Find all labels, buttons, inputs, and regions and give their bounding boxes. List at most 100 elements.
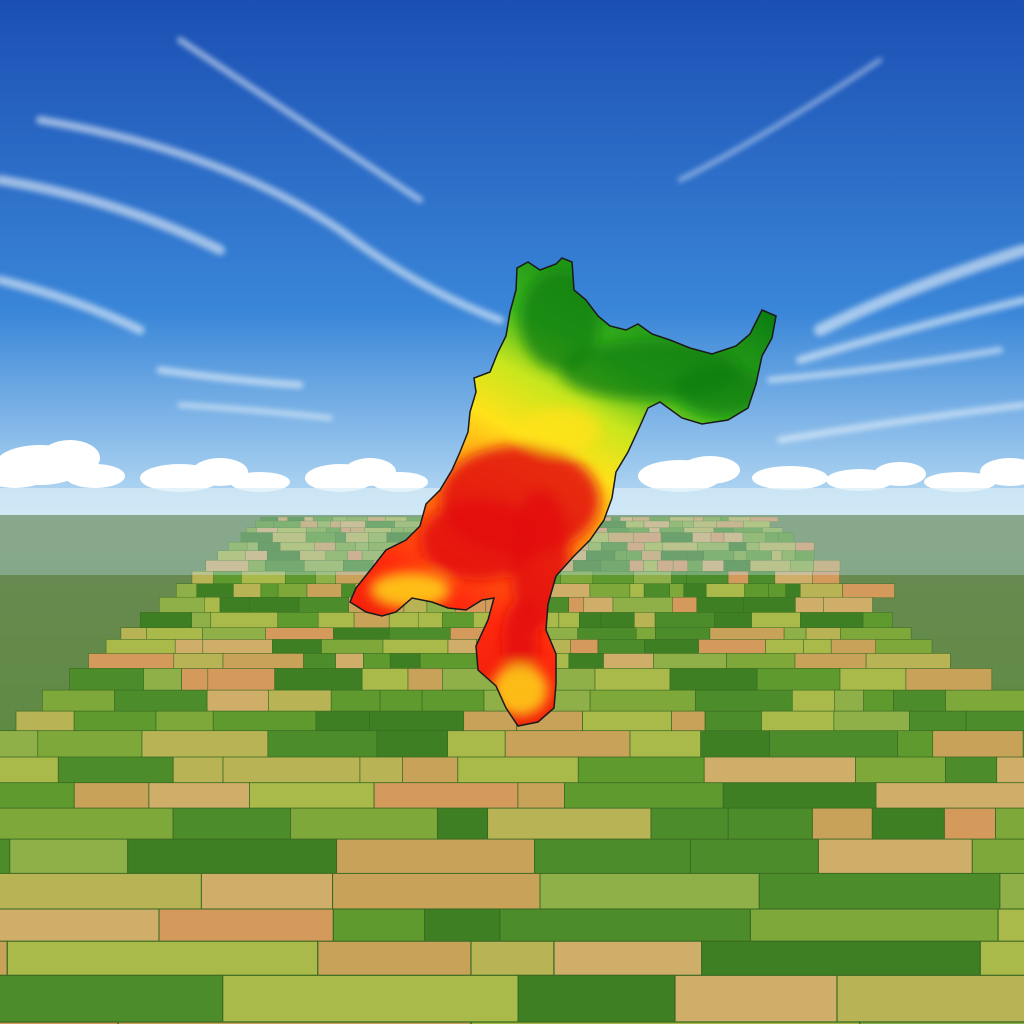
field-patch bbox=[999, 872, 1024, 911]
field-patch bbox=[437, 807, 489, 841]
field-patch bbox=[9, 838, 129, 875]
field-patch bbox=[785, 583, 801, 599]
field-patch bbox=[594, 668, 671, 692]
field-patch bbox=[669, 668, 758, 692]
field-patch bbox=[470, 940, 555, 977]
field-patch bbox=[369, 710, 465, 732]
field-patch bbox=[671, 710, 706, 732]
field-patch bbox=[0, 1021, 119, 1024]
field-patch bbox=[589, 583, 631, 599]
field-patch bbox=[332, 908, 426, 943]
field-patch bbox=[37, 730, 143, 758]
field-patch bbox=[629, 583, 645, 599]
field-patch bbox=[359, 756, 403, 784]
field-patch bbox=[564, 782, 724, 810]
field-patch bbox=[932, 730, 1024, 758]
field-patch bbox=[979, 940, 1024, 977]
field-patch bbox=[267, 730, 378, 758]
field-patch bbox=[0, 974, 224, 1024]
field-patch bbox=[504, 730, 631, 758]
field-patch bbox=[210, 612, 278, 629]
field-patch bbox=[120, 627, 147, 641]
field-patch bbox=[582, 710, 672, 732]
field-patch bbox=[783, 627, 807, 641]
field-patch bbox=[0, 838, 11, 875]
field-patch bbox=[703, 756, 857, 784]
field-patch bbox=[758, 872, 1001, 911]
field-patch bbox=[833, 710, 910, 732]
field-patch bbox=[570, 639, 599, 655]
field-patch bbox=[249, 596, 300, 614]
field-patch bbox=[836, 974, 1024, 1024]
region-outline bbox=[349, 257, 777, 727]
field-patch bbox=[635, 627, 656, 641]
field-patch bbox=[558, 612, 580, 629]
field-patch bbox=[672, 596, 698, 614]
field-patch bbox=[589, 689, 696, 713]
field-patch bbox=[196, 583, 234, 599]
field-patch bbox=[105, 639, 176, 655]
field-patch bbox=[114, 689, 208, 713]
field-patch bbox=[744, 583, 769, 599]
field-patch bbox=[534, 838, 691, 875]
field-patch bbox=[277, 612, 319, 629]
field-patch bbox=[943, 807, 996, 841]
field-patch bbox=[859, 1021, 1024, 1024]
field-patch bbox=[701, 940, 981, 977]
field-patch bbox=[597, 639, 645, 655]
field-patch bbox=[159, 596, 205, 614]
field-patch bbox=[539, 872, 760, 911]
field-patch bbox=[653, 653, 727, 670]
field-patch bbox=[499, 908, 751, 943]
field-patch bbox=[222, 653, 304, 670]
field-patch bbox=[200, 872, 334, 911]
field-patch bbox=[181, 668, 209, 692]
field-patch bbox=[714, 612, 752, 629]
field-patch bbox=[751, 612, 801, 629]
field-patch bbox=[158, 908, 334, 943]
field-patch bbox=[260, 583, 279, 599]
field-patch bbox=[117, 1021, 472, 1024]
field-patch bbox=[761, 710, 835, 732]
field-patch bbox=[155, 710, 214, 732]
field-patch bbox=[577, 627, 637, 641]
field-patch bbox=[794, 653, 867, 670]
field-patch bbox=[842, 583, 895, 599]
field-patch bbox=[996, 756, 1024, 784]
field-patch bbox=[388, 612, 419, 629]
field-patch bbox=[805, 627, 841, 641]
field-patch bbox=[361, 668, 409, 692]
field-patch bbox=[706, 583, 745, 599]
field-patch bbox=[191, 612, 211, 629]
field-patch bbox=[568, 653, 604, 670]
field-patch bbox=[553, 940, 703, 977]
field-patch bbox=[69, 668, 144, 692]
field-patch bbox=[212, 710, 317, 732]
field-patch bbox=[172, 807, 291, 841]
field-patch bbox=[402, 756, 459, 784]
field-patch bbox=[487, 807, 652, 841]
field-patch bbox=[207, 668, 276, 692]
field-patch bbox=[127, 838, 338, 875]
field-patch bbox=[447, 639, 477, 655]
field-patch bbox=[419, 653, 486, 670]
field-patch bbox=[424, 908, 501, 943]
field-patch bbox=[997, 908, 1024, 943]
field-patch bbox=[517, 782, 565, 810]
field-patch bbox=[689, 838, 819, 875]
field-patch bbox=[795, 596, 824, 614]
field-patch bbox=[222, 974, 519, 1024]
field-patch bbox=[995, 807, 1024, 841]
field-patch bbox=[583, 596, 614, 614]
field-patch bbox=[600, 612, 635, 629]
field-patch bbox=[971, 838, 1024, 875]
field-patch bbox=[726, 653, 796, 670]
field-patch bbox=[863, 689, 894, 713]
field-patch bbox=[0, 908, 160, 943]
field-patch bbox=[629, 730, 702, 758]
field-patch bbox=[303, 653, 336, 670]
field-patch bbox=[709, 627, 785, 641]
field-patch bbox=[139, 612, 192, 629]
field-patch bbox=[277, 583, 308, 599]
field-patch bbox=[222, 756, 361, 784]
